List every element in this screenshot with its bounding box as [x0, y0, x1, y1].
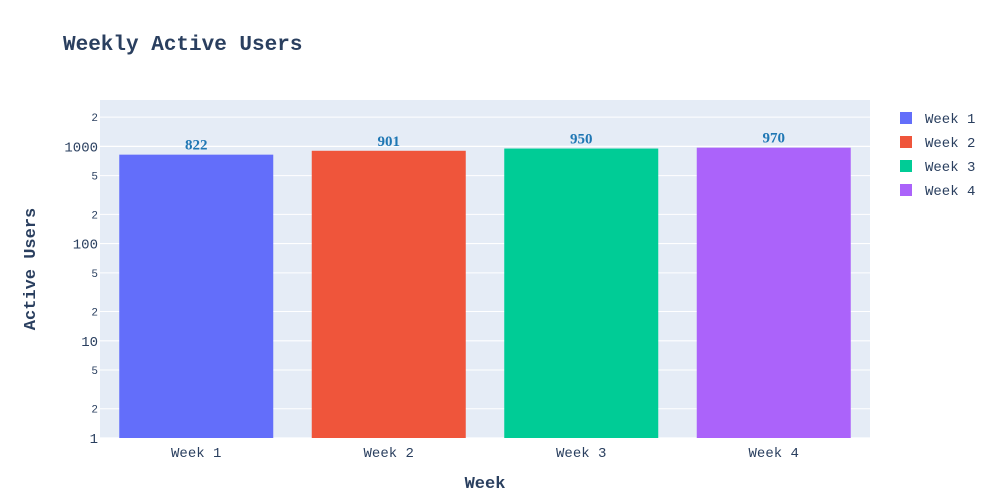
bar-data-label: 970	[763, 131, 786, 147]
legend-swatch	[900, 160, 912, 172]
legend-swatch	[900, 136, 912, 148]
bar-data-label: 822	[185, 138, 208, 154]
bar	[311, 150, 466, 438]
legend-label: Week 1	[925, 112, 975, 128]
legend-swatch	[900, 184, 912, 196]
x-tick-label: Week 2	[364, 446, 414, 462]
y-tick-label: 1	[90, 432, 98, 448]
y-tick-label: 1000	[64, 140, 98, 156]
y-tick-label: 10	[81, 335, 98, 351]
legend-label: Week 2	[925, 136, 975, 152]
legend-label: Week 4	[925, 184, 975, 200]
x-axis-title: Week	[465, 475, 506, 494]
legend: Week 1 Week 2 Week 3 Week 4	[900, 112, 975, 200]
bar-data-label: 950	[570, 132, 593, 148]
x-tick-label: Week 4	[749, 446, 799, 462]
x-axis-ticks: Week 1 Week 2 Week 3 Week 4	[171, 446, 799, 462]
y-tick-label: 2	[91, 308, 98, 320]
legend-swatch	[900, 112, 912, 124]
data-labels: 822 901 950 970	[185, 131, 785, 154]
y-tick-label: 2	[91, 210, 98, 222]
chart-title: Weekly Active Users	[63, 34, 302, 57]
bar	[696, 147, 851, 438]
y-tick-label: 5	[91, 366, 98, 378]
bars	[119, 147, 851, 439]
y-axis-ticks: 1 10 100 1000 2 5 2 5 2 5 2	[64, 113, 98, 448]
legend-label: Week 3	[925, 160, 975, 176]
bar	[504, 148, 659, 439]
bar	[119, 154, 274, 439]
y-tick-label: 5	[91, 172, 98, 184]
y-tick-label: 2	[91, 405, 98, 417]
y-tick-label: 5	[91, 269, 98, 281]
bar-data-label: 901	[378, 134, 401, 150]
y-axis-title: Active Users	[22, 208, 41, 330]
y-tick-label: 2	[91, 113, 98, 125]
x-tick-label: Week 3	[556, 446, 606, 462]
y-tick-label: 100	[73, 238, 98, 254]
x-tick-label: Week 1	[171, 446, 221, 462]
